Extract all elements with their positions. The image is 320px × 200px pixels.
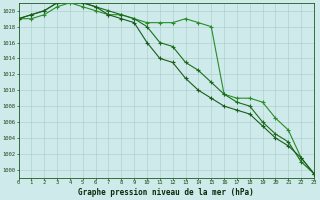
X-axis label: Graphe pression niveau de la mer (hPa): Graphe pression niveau de la mer (hPa) [78, 188, 254, 197]
